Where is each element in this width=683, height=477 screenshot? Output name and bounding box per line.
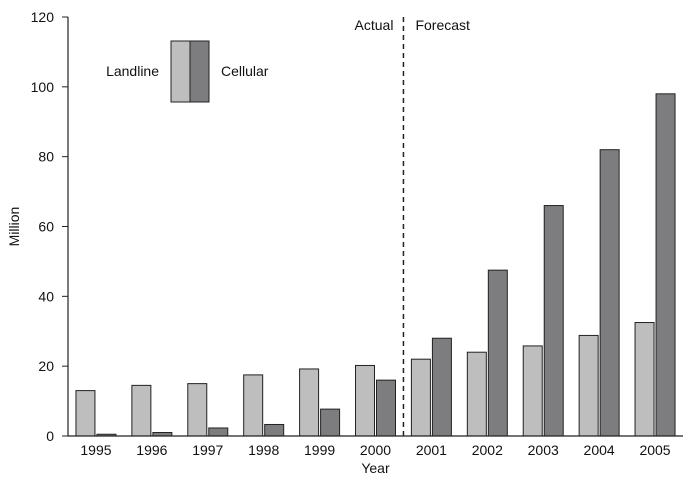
forecast-annotation: Forecast [415, 17, 470, 33]
y-tick-label-40: 40 [38, 288, 54, 304]
bar-cellular-1999 [320, 408, 341, 437]
bar-landline-2005 [634, 322, 655, 437]
x-tick-label-1998: 1998 [248, 442, 279, 458]
x-tick-label-2004: 2004 [584, 442, 615, 458]
bar-landline-2004 [578, 334, 599, 437]
actual-annotation: Actual [355, 17, 394, 33]
y-tick-label-0: 0 [46, 428, 54, 444]
y-tick-label-60: 60 [38, 219, 54, 235]
legend-swatch-cellular [189, 40, 210, 103]
bar-landline-2000 [355, 364, 375, 437]
bar-cellular-1998 [264, 423, 285, 437]
bar-cellular-2005 [655, 93, 676, 437]
y-tick-label-20: 20 [38, 358, 54, 374]
bar-landline-2003 [522, 345, 543, 437]
bar-cellular-2002 [487, 269, 508, 437]
bar-landline-1997 [187, 383, 208, 437]
ticks-group: 1995 1996 1997 1998 1999 2000 2001 2002 2003 2004… [31, 9, 671, 458]
x-tick-label-2005: 2005 [639, 442, 670, 458]
bar-landline-2001 [410, 358, 431, 437]
legend-label-cellular: Cellular [221, 63, 269, 79]
y-axis-label: Million [6, 207, 22, 247]
bar-landline-1998 [243, 374, 264, 437]
bar-cellular-2004 [599, 149, 620, 437]
bar-landline-2002 [466, 351, 487, 437]
x-tick-label-1996: 1996 [136, 442, 167, 458]
bar-cellular-1997 [208, 427, 229, 437]
bar-landline-1999 [299, 368, 320, 437]
y-tick-label-100: 100 [31, 79, 55, 95]
x-tick-label-2001: 2001 [416, 442, 447, 458]
bar-cellular-2003 [543, 205, 564, 437]
x-tick-label-1997: 1997 [192, 442, 223, 458]
x-tick-label-1999: 1999 [304, 442, 335, 458]
x-tick-label-2003: 2003 [528, 442, 559, 458]
bars-group [75, 93, 676, 437]
legend-swatch-landline [170, 40, 191, 103]
x-axis-label: Year [361, 460, 390, 476]
bar-landline-1995 [75, 390, 96, 437]
y-tick-label-120: 120 [31, 9, 55, 25]
bar-cellular-2000 [376, 379, 396, 437]
x-tick-label-2002: 2002 [472, 442, 503, 458]
y-tick-label-80: 80 [38, 149, 54, 165]
x-tick-label-2000: 2000 [360, 442, 391, 458]
x-tick-label-1995: 1995 [80, 442, 111, 458]
legend-label-landline: Landline [106, 63, 159, 79]
legend: Landline Cellular [106, 40, 269, 103]
bar-landline-1996 [131, 384, 152, 437]
bar-cellular-2001 [431, 337, 452, 437]
